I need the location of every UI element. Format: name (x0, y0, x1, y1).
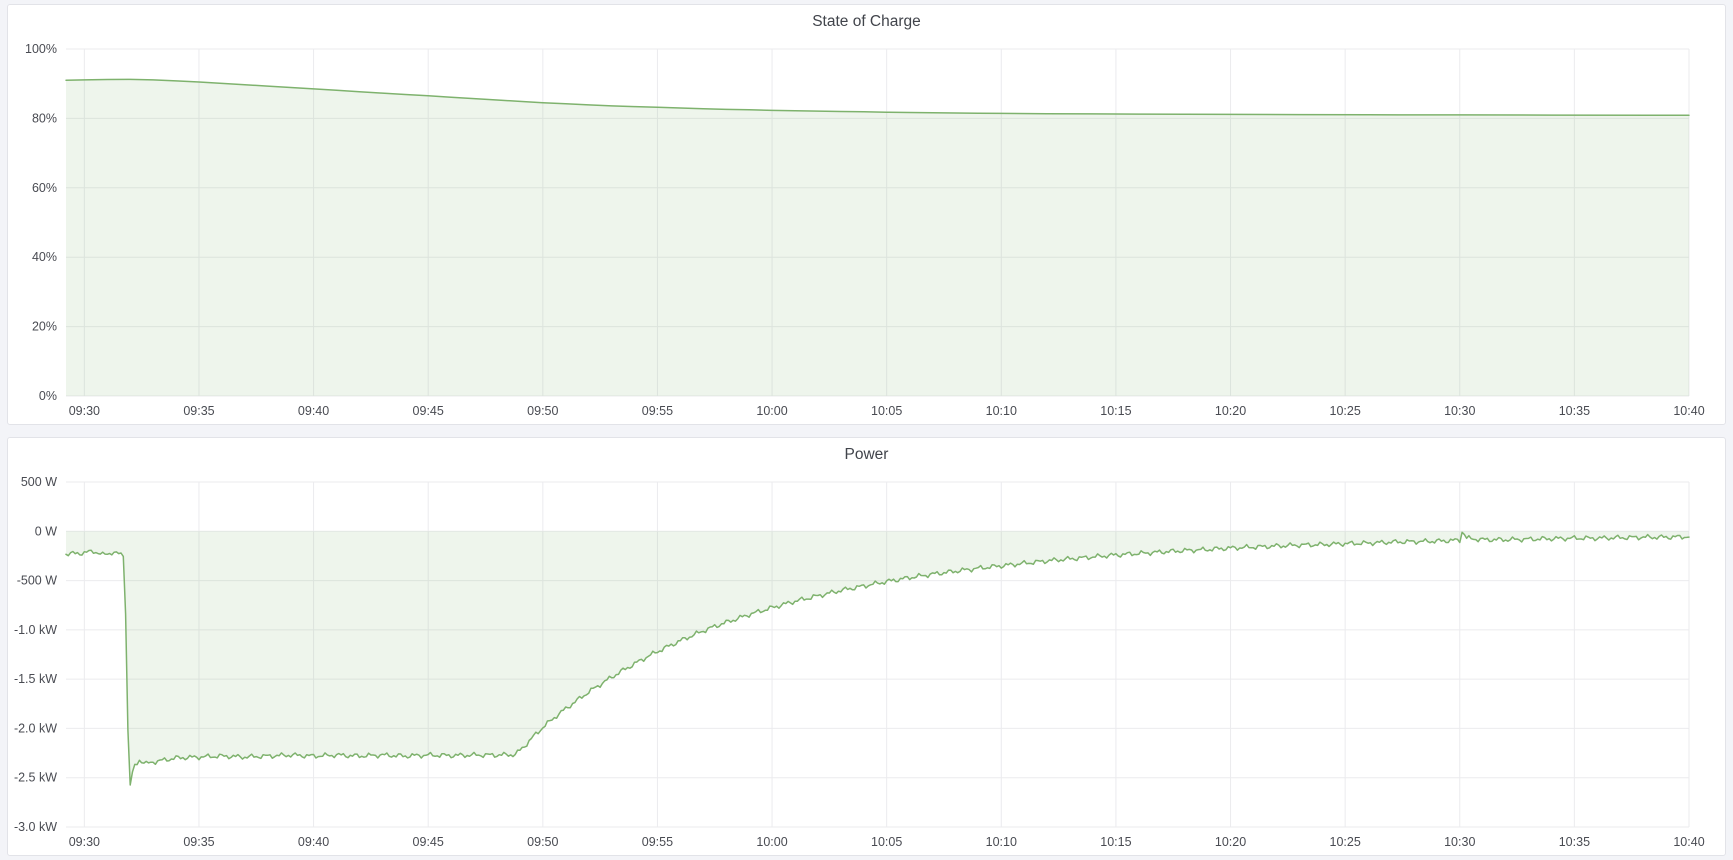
x-tick-label: 09:55 (642, 835, 673, 849)
soc-chart[interactable]: 09:30 09:35 09:40 09:45 09:50 09:55 10:00 10:05… (8, 39, 1725, 424)
chart-canvas: 09:30 09:35 09:40 09:45 09:50 09:55 10:00 10:05… (14, 475, 1705, 849)
x-tick-label: 10:10 (986, 404, 1017, 418)
x-tick-label: 09:50 (527, 835, 558, 849)
x-tick-label: 10:35 (1559, 404, 1590, 418)
y-tick-label: 0% (39, 389, 57, 403)
x-tick-label: 09:55 (642, 404, 673, 418)
x-tick-label: 10:00 (756, 404, 787, 418)
x-tick-label: 10:40 (1673, 835, 1704, 849)
x-tick-label: 10:20 (1215, 404, 1246, 418)
y-tick-label: 500 W (21, 475, 57, 489)
series-area (66, 531, 1689, 785)
x-tick-label: 09:45 (413, 404, 444, 418)
x-tick-label: 10:05 (871, 404, 902, 418)
y-tick-label: -3.0 kW (14, 820, 57, 834)
x-tick-label: 10:15 (1100, 404, 1131, 418)
power-panel: Power 09:30 09:35 09:40 09:45 09:50 09:55 10:0… (7, 437, 1726, 856)
x-tick-label: 10:10 (986, 835, 1017, 849)
y-tick-label: -1.5 kW (14, 672, 57, 686)
x-tick-label: 09:35 (183, 835, 214, 849)
series-area (66, 79, 1689, 397)
x-tick-label: 10:30 (1444, 404, 1475, 418)
soc-panel-title[interactable]: State of Charge (812, 13, 921, 30)
x-tick-label: 09:40 (298, 835, 329, 849)
chart-canvas: 09:30 09:35 09:40 09:45 09:50 09:55 10:00 10:05… (25, 42, 1705, 418)
series-line (65, 531, 1690, 786)
y-tick-label: 0 W (35, 524, 57, 538)
y-tick-label: -1.0 kW (14, 623, 57, 637)
x-tick-label: 10:05 (871, 835, 902, 849)
y-tick-label: -500 W (17, 574, 57, 588)
y-tick-label: 20% (32, 320, 57, 334)
x-tick-label: 10:20 (1215, 835, 1246, 849)
x-tick-label: 10:40 (1673, 404, 1704, 418)
x-tick-label: 10:15 (1100, 835, 1131, 849)
x-tick-label: 10:30 (1444, 835, 1475, 849)
x-tick-label: 10:25 (1330, 835, 1361, 849)
y-tick-label: 80% (32, 111, 57, 125)
y-tick-label: -2.0 kW (14, 721, 57, 735)
power-panel-title[interactable]: Power (844, 446, 889, 463)
x-tick-label: 09:50 (527, 404, 558, 418)
power-chart[interactable]: 09:30 09:35 09:40 09:45 09:50 09:55 10:00 10:05… (8, 472, 1725, 855)
x-tick-label: 10:00 (756, 835, 787, 849)
x-tick-label: 09:40 (298, 404, 329, 418)
series-line (65, 78, 1690, 117)
x-tick-label: 09:45 (413, 835, 444, 849)
soc-panel: State of Charge 09:30 09:35 09:40 09:45 09:5… (7, 4, 1726, 425)
y-tick-label: -2.5 kW (14, 771, 57, 785)
x-tick-label: 10:25 (1330, 404, 1361, 418)
x-tick-label: 10:35 (1559, 835, 1590, 849)
x-tick-label: 09:30 (69, 404, 100, 418)
y-tick-label: 40% (32, 250, 57, 264)
x-tick-label: 09:30 (69, 835, 100, 849)
x-tick-label: 09:35 (183, 404, 214, 418)
y-tick-label: 100% (25, 42, 57, 56)
y-tick-label: 60% (32, 181, 57, 195)
